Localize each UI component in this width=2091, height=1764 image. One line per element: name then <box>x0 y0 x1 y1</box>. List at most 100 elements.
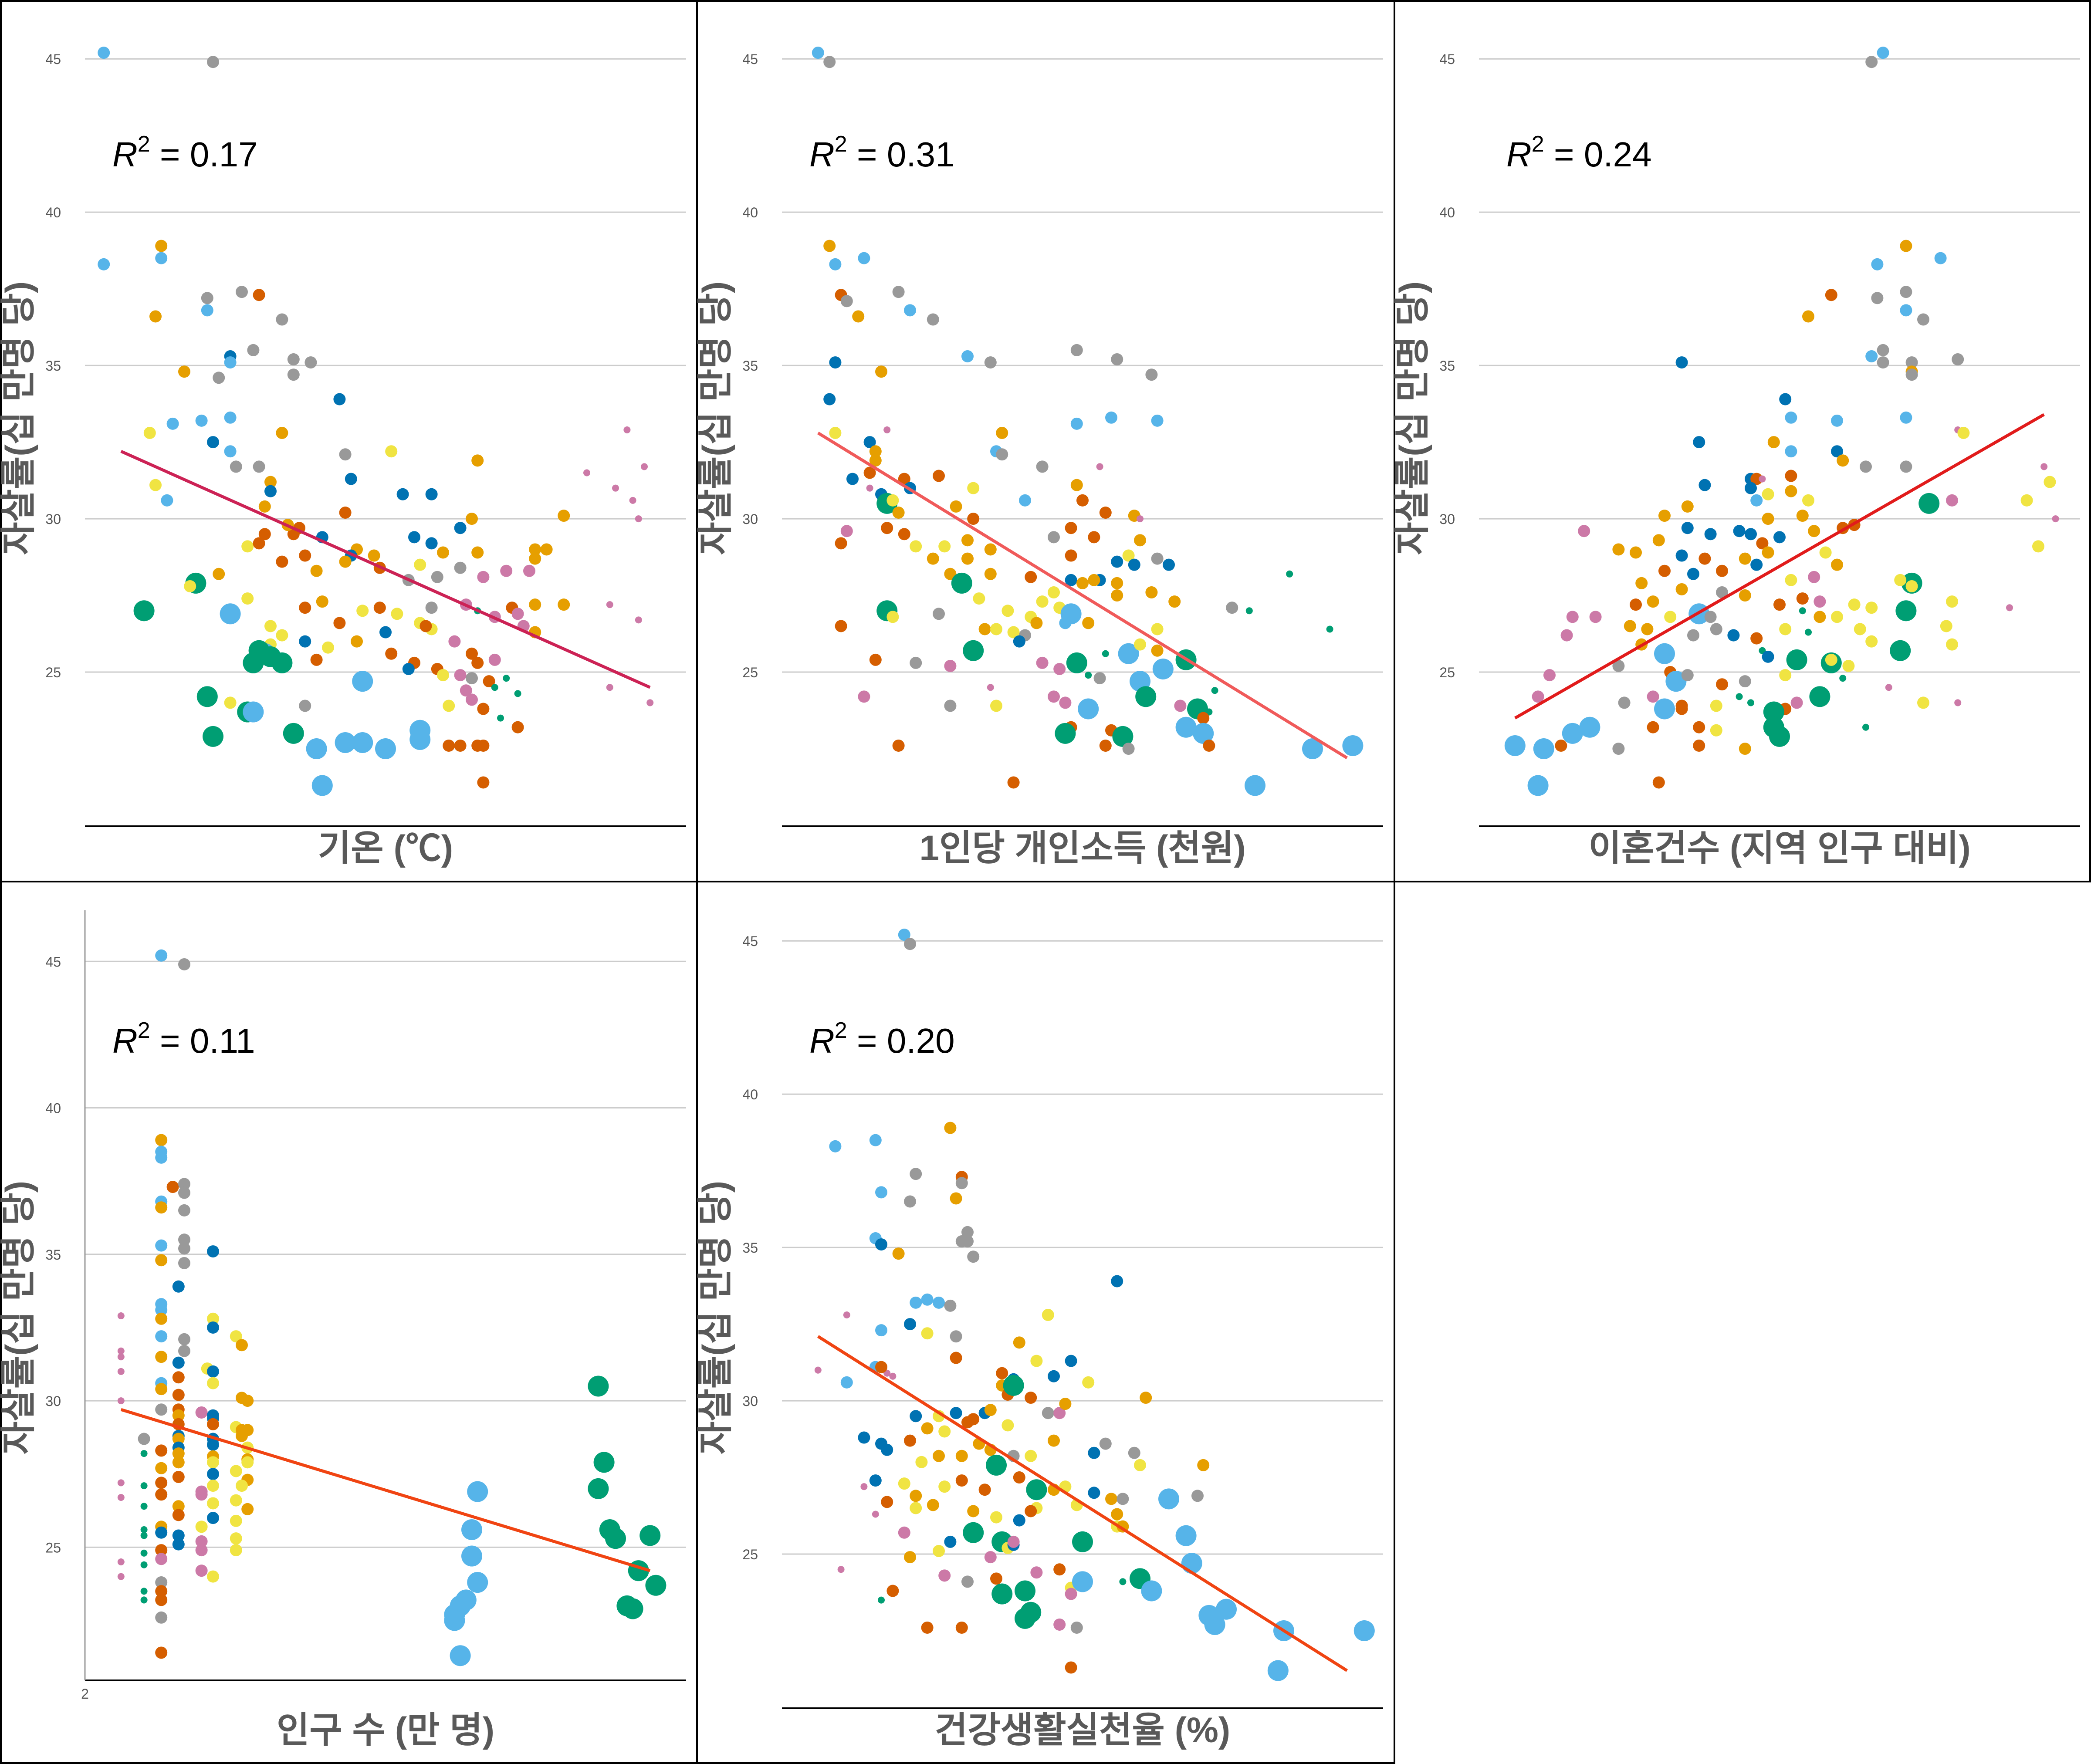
data-point <box>184 580 196 592</box>
data-point <box>172 1433 185 1445</box>
data-point <box>835 537 847 550</box>
data-point <box>155 1611 168 1624</box>
data-point <box>1059 617 1072 629</box>
data-point <box>1704 611 1717 623</box>
data-point <box>892 739 905 752</box>
data-point <box>155 1526 168 1539</box>
data-point <box>1759 475 1766 483</box>
x-tick-label: 2 <box>81 1686 89 1702</box>
data-point <box>224 696 237 709</box>
data-point <box>529 552 541 565</box>
data-point <box>950 1407 962 1419</box>
y-tick-label: 40 <box>45 1101 61 1116</box>
y-axis-title: 자살률(십 만명 당) <box>0 281 38 555</box>
data-point <box>1750 473 1763 485</box>
data-point <box>1665 671 1687 692</box>
data-point <box>195 1544 208 1557</box>
data-point <box>339 555 352 568</box>
data-point <box>497 714 504 722</box>
data-point <box>1174 700 1187 712</box>
data-point <box>1733 525 1746 537</box>
data-point <box>98 47 110 59</box>
regression-line <box>817 1335 1348 1672</box>
data-point <box>299 635 311 648</box>
data-point <box>1128 1446 1140 1459</box>
data-point <box>990 1572 1002 1585</box>
data-point <box>437 669 449 682</box>
data-point <box>1946 595 1958 608</box>
data-point <box>1026 1479 1047 1500</box>
data-point <box>1560 629 1573 642</box>
data-point <box>155 1254 168 1267</box>
data-point <box>955 1177 968 1190</box>
data-point <box>1675 356 1688 369</box>
data-point <box>339 507 352 519</box>
data-point <box>1654 698 1675 720</box>
data-point <box>1070 1621 1083 1634</box>
y-tick-label: 30 <box>742 1393 758 1409</box>
data-point <box>1036 656 1049 669</box>
data-point <box>172 1280 185 1293</box>
data-point <box>1197 1459 1210 1471</box>
data-point <box>352 732 373 753</box>
data-point <box>961 350 974 362</box>
data-point <box>583 469 590 476</box>
data-point <box>984 1551 997 1564</box>
data-point <box>166 417 179 430</box>
data-point <box>1076 577 1089 589</box>
data-point <box>1785 470 1797 482</box>
data-point <box>1112 726 1133 747</box>
data-point <box>1048 586 1060 599</box>
data-point <box>155 1351 168 1363</box>
data-point <box>1141 1580 1162 1602</box>
data-point <box>155 1330 168 1343</box>
data-point <box>207 1512 219 1524</box>
data-point <box>117 1494 125 1501</box>
data-point <box>511 721 524 733</box>
data-point <box>207 1245 219 1258</box>
data-point <box>984 1404 997 1416</box>
data-point <box>488 653 501 666</box>
data-point <box>213 372 225 384</box>
chart-panel-2: 25 30 35 40 45 R2 = 0.31 1인당 개인소득 (천원) 자살률(십 만명… <box>696 47 1383 868</box>
data-point <box>172 1356 185 1369</box>
data-point <box>846 473 859 485</box>
data-point <box>1658 510 1671 522</box>
data-point <box>1152 659 1174 679</box>
data-point <box>178 1257 190 1269</box>
data-point <box>140 1588 148 1595</box>
data-point <box>1877 356 1889 369</box>
data-point <box>990 1511 1002 1524</box>
data-point <box>224 445 237 458</box>
data-point <box>1658 564 1671 577</box>
data-point <box>641 463 648 470</box>
data-point <box>1624 620 1636 632</box>
data-point <box>1710 700 1722 712</box>
data-point <box>230 1465 242 1477</box>
data-point <box>892 507 905 519</box>
data-point <box>230 1532 242 1545</box>
data-point <box>1025 571 1037 583</box>
data-point <box>299 700 311 712</box>
data-point <box>1934 252 1947 264</box>
data-point <box>1710 724 1722 737</box>
data-point <box>1532 690 1544 703</box>
data-point <box>471 656 484 669</box>
data-point <box>910 1168 922 1180</box>
chart-panel-4: 25 30 35 40 45 2 R2 = 0.11 인구 수 (만 명) 자살률(십 만명 당… <box>0 910 686 1750</box>
data-point <box>840 1376 853 1389</box>
data-point <box>1076 494 1089 507</box>
data-point <box>477 703 490 715</box>
data-point <box>967 1413 980 1426</box>
data-point <box>1767 436 1780 449</box>
data-point <box>927 313 939 326</box>
data-point <box>1954 699 1962 706</box>
data-point <box>1078 698 1099 720</box>
data-point <box>645 1575 667 1596</box>
data-point <box>454 561 467 574</box>
data-point <box>117 1573 125 1580</box>
data-point <box>483 675 495 688</box>
data-point <box>425 602 438 614</box>
data-point <box>443 739 455 752</box>
data-point <box>1286 570 1293 578</box>
